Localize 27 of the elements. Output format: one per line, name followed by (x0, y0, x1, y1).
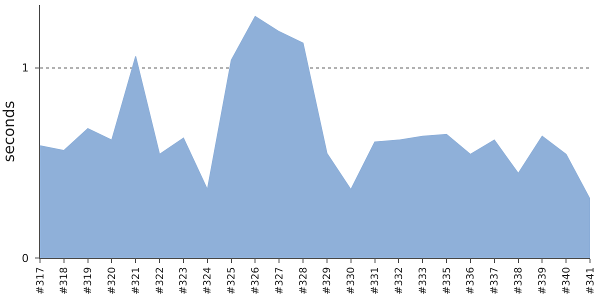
x-tick-label: #319 (83, 267, 94, 294)
y-axis-title: seconds (0, 100, 18, 162)
x-tick-label: #317 (35, 267, 46, 294)
x-tick-label: #320 (106, 267, 118, 294)
x-tick-label: #321 (130, 267, 142, 294)
x-tick-label: #339 (537, 267, 548, 294)
x-tick-label: #327 (274, 267, 286, 294)
x-tick-label: #325 (226, 267, 238, 294)
x-tick-label: #318 (59, 267, 70, 294)
x-tick-label: #338 (514, 267, 525, 294)
y-tick-label: 0 (22, 252, 29, 265)
x-tick-label: #335 (442, 267, 453, 294)
x-tick-label: #340 (561, 267, 572, 294)
x-tick-label: #332 (394, 267, 405, 294)
x-tick-label: #322 (154, 267, 166, 294)
x-tick-label: #323 (178, 267, 190, 294)
x-tick-label: #326 (250, 267, 262, 294)
x-tick-label: #329 (322, 267, 334, 294)
x-tick-label: #333 (418, 267, 429, 294)
x-tick-label: #328 (298, 267, 310, 294)
x-tick-label: #336 (466, 267, 477, 294)
x-tick-label: #324 (202, 267, 214, 294)
x-tick-label: #331 (370, 267, 382, 294)
y-tick-label: 1 (22, 62, 29, 75)
x-tick-label: #341 (585, 267, 596, 294)
x-tick-label: #330 (346, 267, 358, 294)
x-tick-label: #337 (490, 267, 501, 294)
